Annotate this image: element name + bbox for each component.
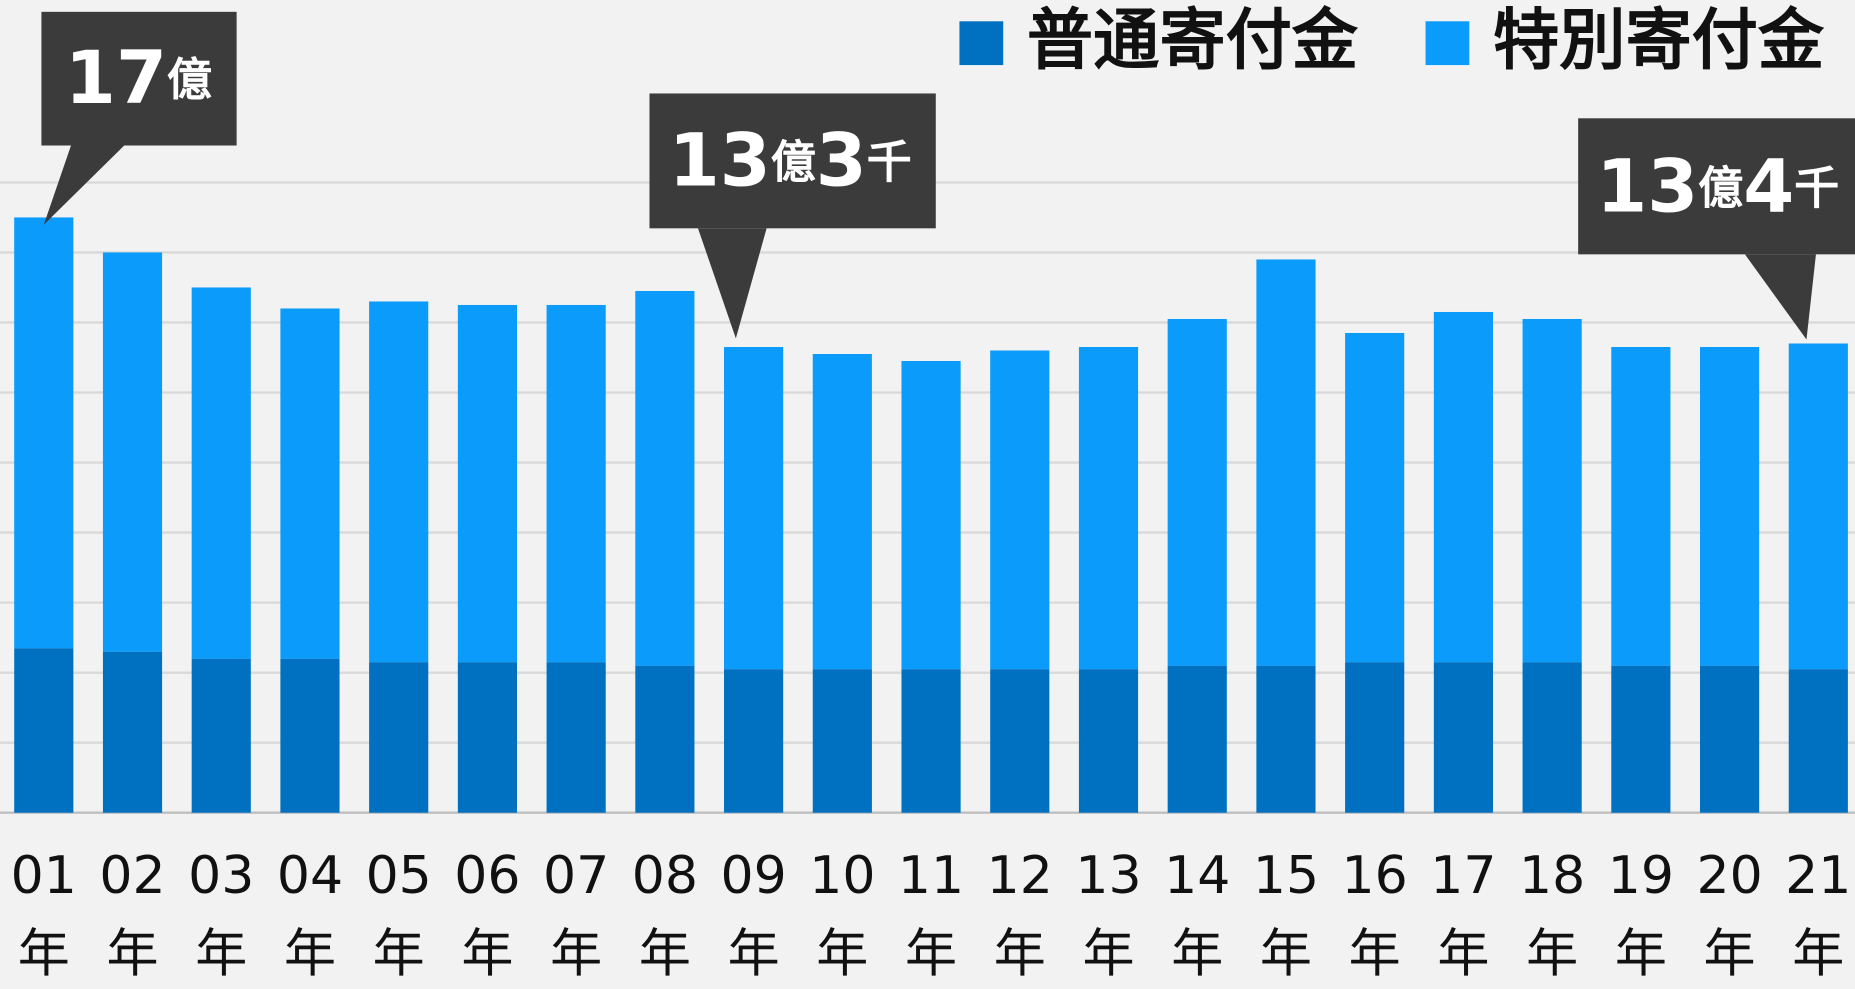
x-tick-label: 09年 (720, 845, 787, 985)
x-label-box: 10年 (809, 845, 876, 985)
bar-segment (901, 361, 961, 670)
x-label-box: 04年 (276, 845, 344, 985)
bar-segment (724, 347, 784, 670)
x-label-box: 05年 (365, 845, 432, 985)
x-label-box: 01年 (10, 845, 77, 985)
bar-segment (1078, 669, 1139, 813)
x-tick-label: 02年 (99, 845, 166, 985)
x-tick-label: 06年 (454, 845, 521, 985)
x-tick-label: 17年 (1430, 845, 1497, 985)
x-tick-label: 19年 (1607, 845, 1674, 985)
x-tick-label: 04年 (276, 845, 344, 985)
x-label-box: 03年 (188, 845, 255, 985)
bar-segment (457, 662, 517, 813)
x-label-box: 02年 (99, 845, 166, 985)
x-label-box: 12年 (986, 845, 1053, 985)
bar-segment (1611, 347, 1671, 666)
legend-swatch (959, 21, 1004, 66)
bar-segment (14, 217, 74, 649)
legend-label: 特別寄付金 (1493, 2, 1825, 79)
x-tick-label: 03年 (188, 845, 255, 985)
bar-segment (724, 669, 784, 813)
bar-segment (635, 665, 695, 813)
x-tick-label: 18年 (1519, 845, 1586, 985)
x-label-box: 15年 (1252, 845, 1320, 985)
x-label-box: 07年 (543, 845, 610, 985)
x-tick-label: 16年 (1341, 845, 1408, 985)
bar-segment (1522, 662, 1582, 813)
x-tick-label: 20年 (1696, 845, 1763, 985)
x-tick-label: 07年 (543, 845, 610, 985)
callout-box (41, 11, 237, 146)
bar-segment (1433, 311, 1493, 663)
bar-segment (369, 662, 429, 813)
bar-segment (812, 669, 872, 813)
bar-segment (1522, 318, 1582, 663)
callout-text: 17億 (65, 36, 212, 121)
x-tick-label: 12年 (986, 845, 1053, 985)
x-label-box: 09年 (720, 845, 787, 985)
bar-segment (1788, 343, 1848, 670)
x-tick-label: 01年 (10, 845, 77, 985)
callout-pointer (1744, 254, 1816, 340)
callout-pointer (697, 228, 767, 339)
x-label-box: 13年 (1075, 845, 1142, 985)
bar-segment (1700, 665, 1760, 813)
x-label-box: 17年 (1430, 845, 1497, 985)
x-tick-label: 13年 (1075, 845, 1142, 985)
bar-segment (1700, 347, 1760, 666)
bar-segment (1256, 665, 1316, 813)
bar-segment (14, 648, 74, 813)
bar-segment (990, 350, 1050, 670)
bar-segment (1345, 332, 1405, 663)
callout-text: 13億3千 (669, 119, 912, 204)
callout-box (1578, 118, 1855, 255)
x-tick-label: 15年 (1252, 845, 1320, 985)
bar-segment (102, 252, 163, 652)
bar-segment (280, 658, 340, 813)
x-label-box: 18年 (1519, 845, 1586, 985)
callout-pointer (43, 145, 125, 225)
bar-segment (191, 658, 251, 813)
x-tick-label: 05年 (365, 845, 432, 985)
bar-segment (1611, 665, 1671, 813)
x-tick-label: 14年 (1164, 845, 1231, 985)
bar-segment (990, 669, 1050, 813)
bar-segment (546, 662, 606, 813)
x-label-box: 06年 (454, 845, 521, 985)
x-tick-label: 10年 (809, 845, 876, 985)
bar-segment (369, 301, 429, 663)
x-label-box: 16年 (1341, 845, 1408, 985)
bar-segment (102, 651, 163, 813)
bar-segment (812, 354, 872, 670)
bar-segment (635, 290, 695, 666)
callout-text: 13億4千 (1596, 145, 1839, 230)
bar-segment (1078, 347, 1139, 670)
x-tick-label: 08年 (631, 845, 698, 985)
bar-segment (1345, 662, 1405, 813)
bar-segment (1167, 665, 1227, 813)
bar-segment (1167, 318, 1227, 666)
bar-segment (1788, 669, 1848, 813)
x-label-box: 20年 (1696, 845, 1763, 985)
x-tick-label: 21年 (1785, 845, 1852, 985)
callout-box (649, 93, 936, 229)
legend-swatch (1425, 21, 1470, 66)
x-tick-label: 11年 (897, 845, 965, 985)
bar-segment (191, 287, 251, 659)
legend-label: 普通寄付金 (1027, 2, 1359, 79)
bar-segment (901, 669, 961, 813)
x-label-box: 21年 (1785, 845, 1852, 985)
bar-segment (1256, 259, 1316, 666)
bar-segment (1433, 662, 1493, 813)
x-label-box: 19年 (1607, 845, 1674, 985)
x-label-box: 11年 (897, 845, 965, 985)
x-label-box: 14年 (1164, 845, 1231, 985)
bar-segment (457, 304, 517, 663)
bar-segment (546, 304, 606, 663)
x-label-box: 08年 (631, 845, 698, 985)
bar-segment (280, 308, 340, 659)
